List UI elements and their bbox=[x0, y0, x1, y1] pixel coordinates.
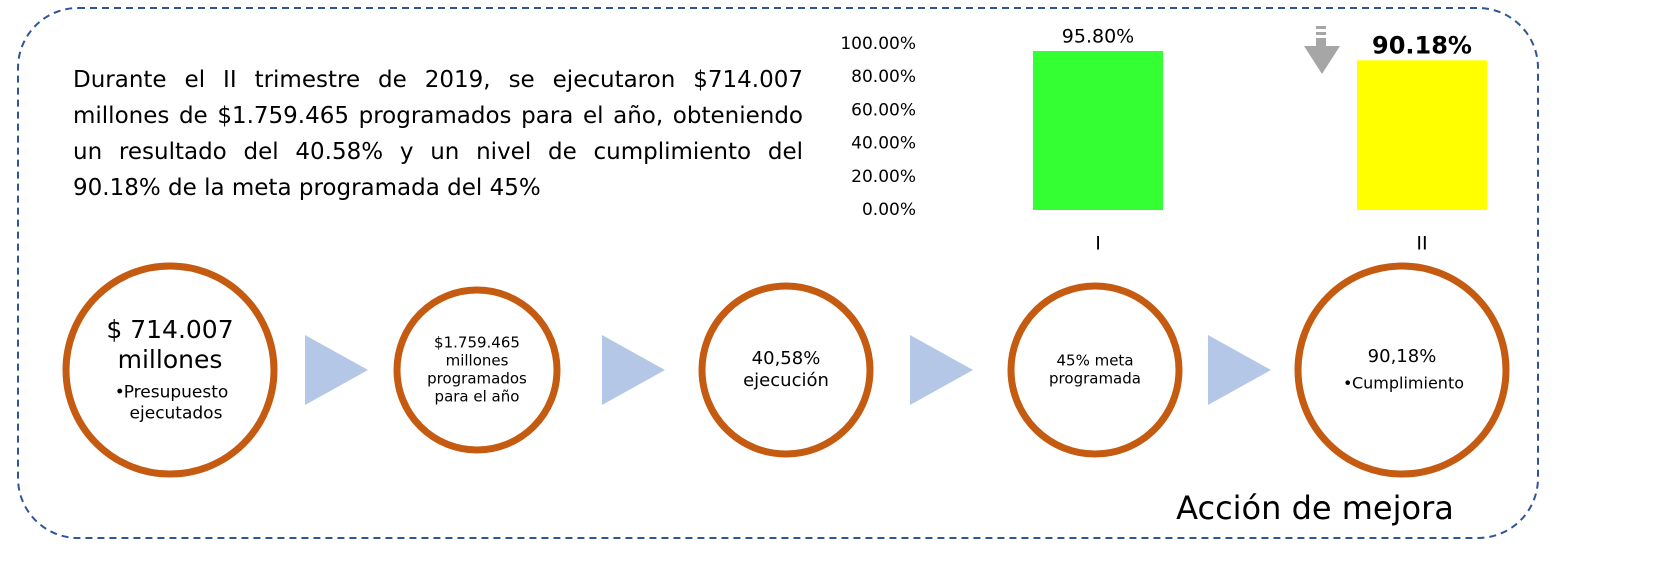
step-title: programada bbox=[1049, 370, 1141, 388]
step-circle bbox=[1294, 262, 1510, 478]
y-tick-label: 40.00% bbox=[851, 134, 916, 154]
step-title: ejecución bbox=[743, 370, 829, 391]
bullet-glyph: • bbox=[1343, 373, 1352, 392]
paragraph: Durante el II trimestre de 2019, se ejec… bbox=[73, 67, 803, 201]
footer: Acción de mejora bbox=[1176, 489, 1454, 527]
bullet-glyph: • bbox=[115, 382, 125, 402]
value-label: 90.18% bbox=[1372, 31, 1472, 59]
y-tick-label: 0.00% bbox=[862, 200, 916, 220]
x-tick-label: II bbox=[1416, 233, 1427, 255]
bar bbox=[1033, 50, 1163, 210]
step-bullet: ejecutados bbox=[130, 404, 223, 424]
step-title: 90,18% bbox=[1368, 346, 1437, 367]
step-bullet: Presupuesto bbox=[124, 382, 229, 402]
step-title: 45% meta bbox=[1056, 352, 1133, 370]
step-title: programados bbox=[427, 370, 527, 388]
value-label: 95.80% bbox=[1062, 25, 1134, 47]
step-circle bbox=[698, 282, 874, 458]
down-arrow-icon bbox=[1304, 26, 1340, 74]
step-title: $ 714.007 bbox=[106, 315, 233, 344]
step-title: 40,58% bbox=[752, 348, 821, 369]
step-title: millones bbox=[118, 345, 223, 374]
step-title: para el año bbox=[435, 388, 520, 406]
arrows bbox=[305, 335, 1271, 405]
step-circle bbox=[62, 262, 278, 478]
y-tick-label: 20.00% bbox=[851, 167, 916, 187]
x-tick-label: I bbox=[1095, 233, 1101, 255]
y-tick-label: 100.00% bbox=[840, 34, 916, 54]
step-circle bbox=[393, 286, 561, 454]
step-bullet: Cumplimiento bbox=[1352, 373, 1464, 392]
frame bbox=[17, 7, 1539, 539]
step-title: $1.759.465 bbox=[434, 334, 520, 352]
y-tick-label: 60.00% bbox=[851, 100, 916, 120]
y-tick-label: 80.00% bbox=[851, 67, 916, 87]
bar bbox=[1357, 60, 1487, 210]
step-circle bbox=[1007, 282, 1183, 458]
step-title: millones bbox=[446, 352, 509, 370]
